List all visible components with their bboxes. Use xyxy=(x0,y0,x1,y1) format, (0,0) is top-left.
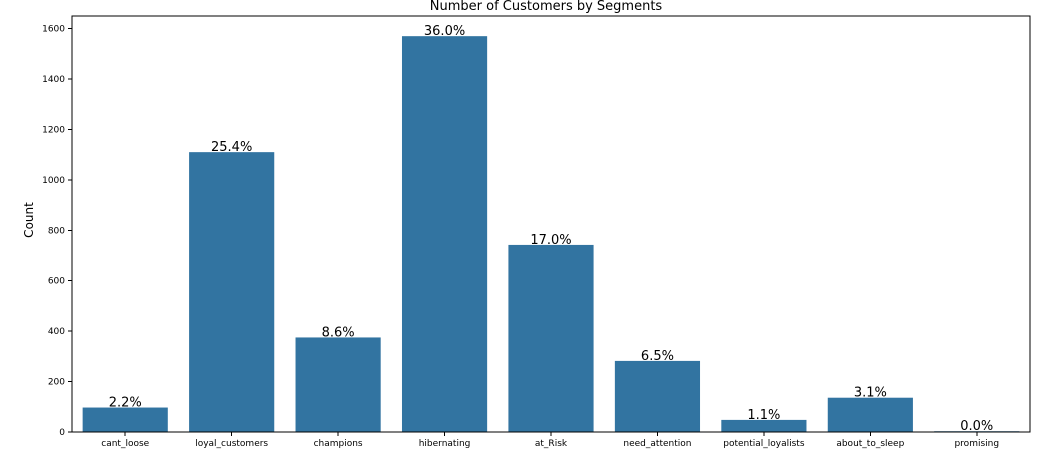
bar-champions xyxy=(295,337,381,432)
data-label: 36.0% xyxy=(424,24,465,39)
axes-frame xyxy=(71,15,1031,433)
data-label: 8.6% xyxy=(322,325,355,340)
x-tick-label: potential_loyalists xyxy=(723,439,805,449)
bar-at-risk xyxy=(508,244,594,432)
bar-potential-loyalists xyxy=(721,419,807,432)
x-tick-label: about_to_sleep xyxy=(836,439,904,449)
y-tick-label: 600 xyxy=(48,277,65,287)
y-tick-label: 0 xyxy=(59,428,65,438)
data-label: 17.0% xyxy=(530,233,571,248)
chart-title: Number of Customers by Segments xyxy=(430,0,663,14)
data-label: 2.2% xyxy=(109,396,142,411)
y-tick-label: 200 xyxy=(48,378,65,388)
data-label: 1.1% xyxy=(747,408,780,423)
y-tick-label: 1200 xyxy=(42,125,65,135)
data-label: 6.5% xyxy=(641,349,674,364)
y-tick-label: 1600 xyxy=(42,25,65,35)
x-tick-label: champions xyxy=(314,439,363,449)
bar-loyal-customers xyxy=(189,152,275,432)
bar-about-to-sleep xyxy=(827,397,913,432)
data-label: 3.1% xyxy=(854,386,887,401)
plot-area: 2.2% cant_loose 25.4% loyal_customers 8.6% ch… xyxy=(42,15,1031,449)
data-label: 25.4% xyxy=(211,140,252,155)
x-tick-label: hibernating xyxy=(419,439,471,449)
y-tick-label: 800 xyxy=(48,226,65,236)
y-axis-label: Count xyxy=(22,202,36,238)
x-tick-label: loyal_customers xyxy=(195,439,268,449)
x-tick-label: promising xyxy=(954,439,999,449)
data-label: 0.0% xyxy=(960,419,993,434)
bar-need-attention xyxy=(614,360,701,432)
y-tick-label: 400 xyxy=(48,327,65,337)
bar-hibernating xyxy=(401,36,488,433)
x-tick-label: cant_loose xyxy=(101,439,149,449)
x-tick-label: need_attention xyxy=(623,439,691,449)
y-tick-label: 1400 xyxy=(42,75,65,85)
x-tick-label: at_Risk xyxy=(535,439,568,449)
y-tick-label: 1000 xyxy=(42,176,65,186)
bar-cant-loose xyxy=(82,407,168,432)
